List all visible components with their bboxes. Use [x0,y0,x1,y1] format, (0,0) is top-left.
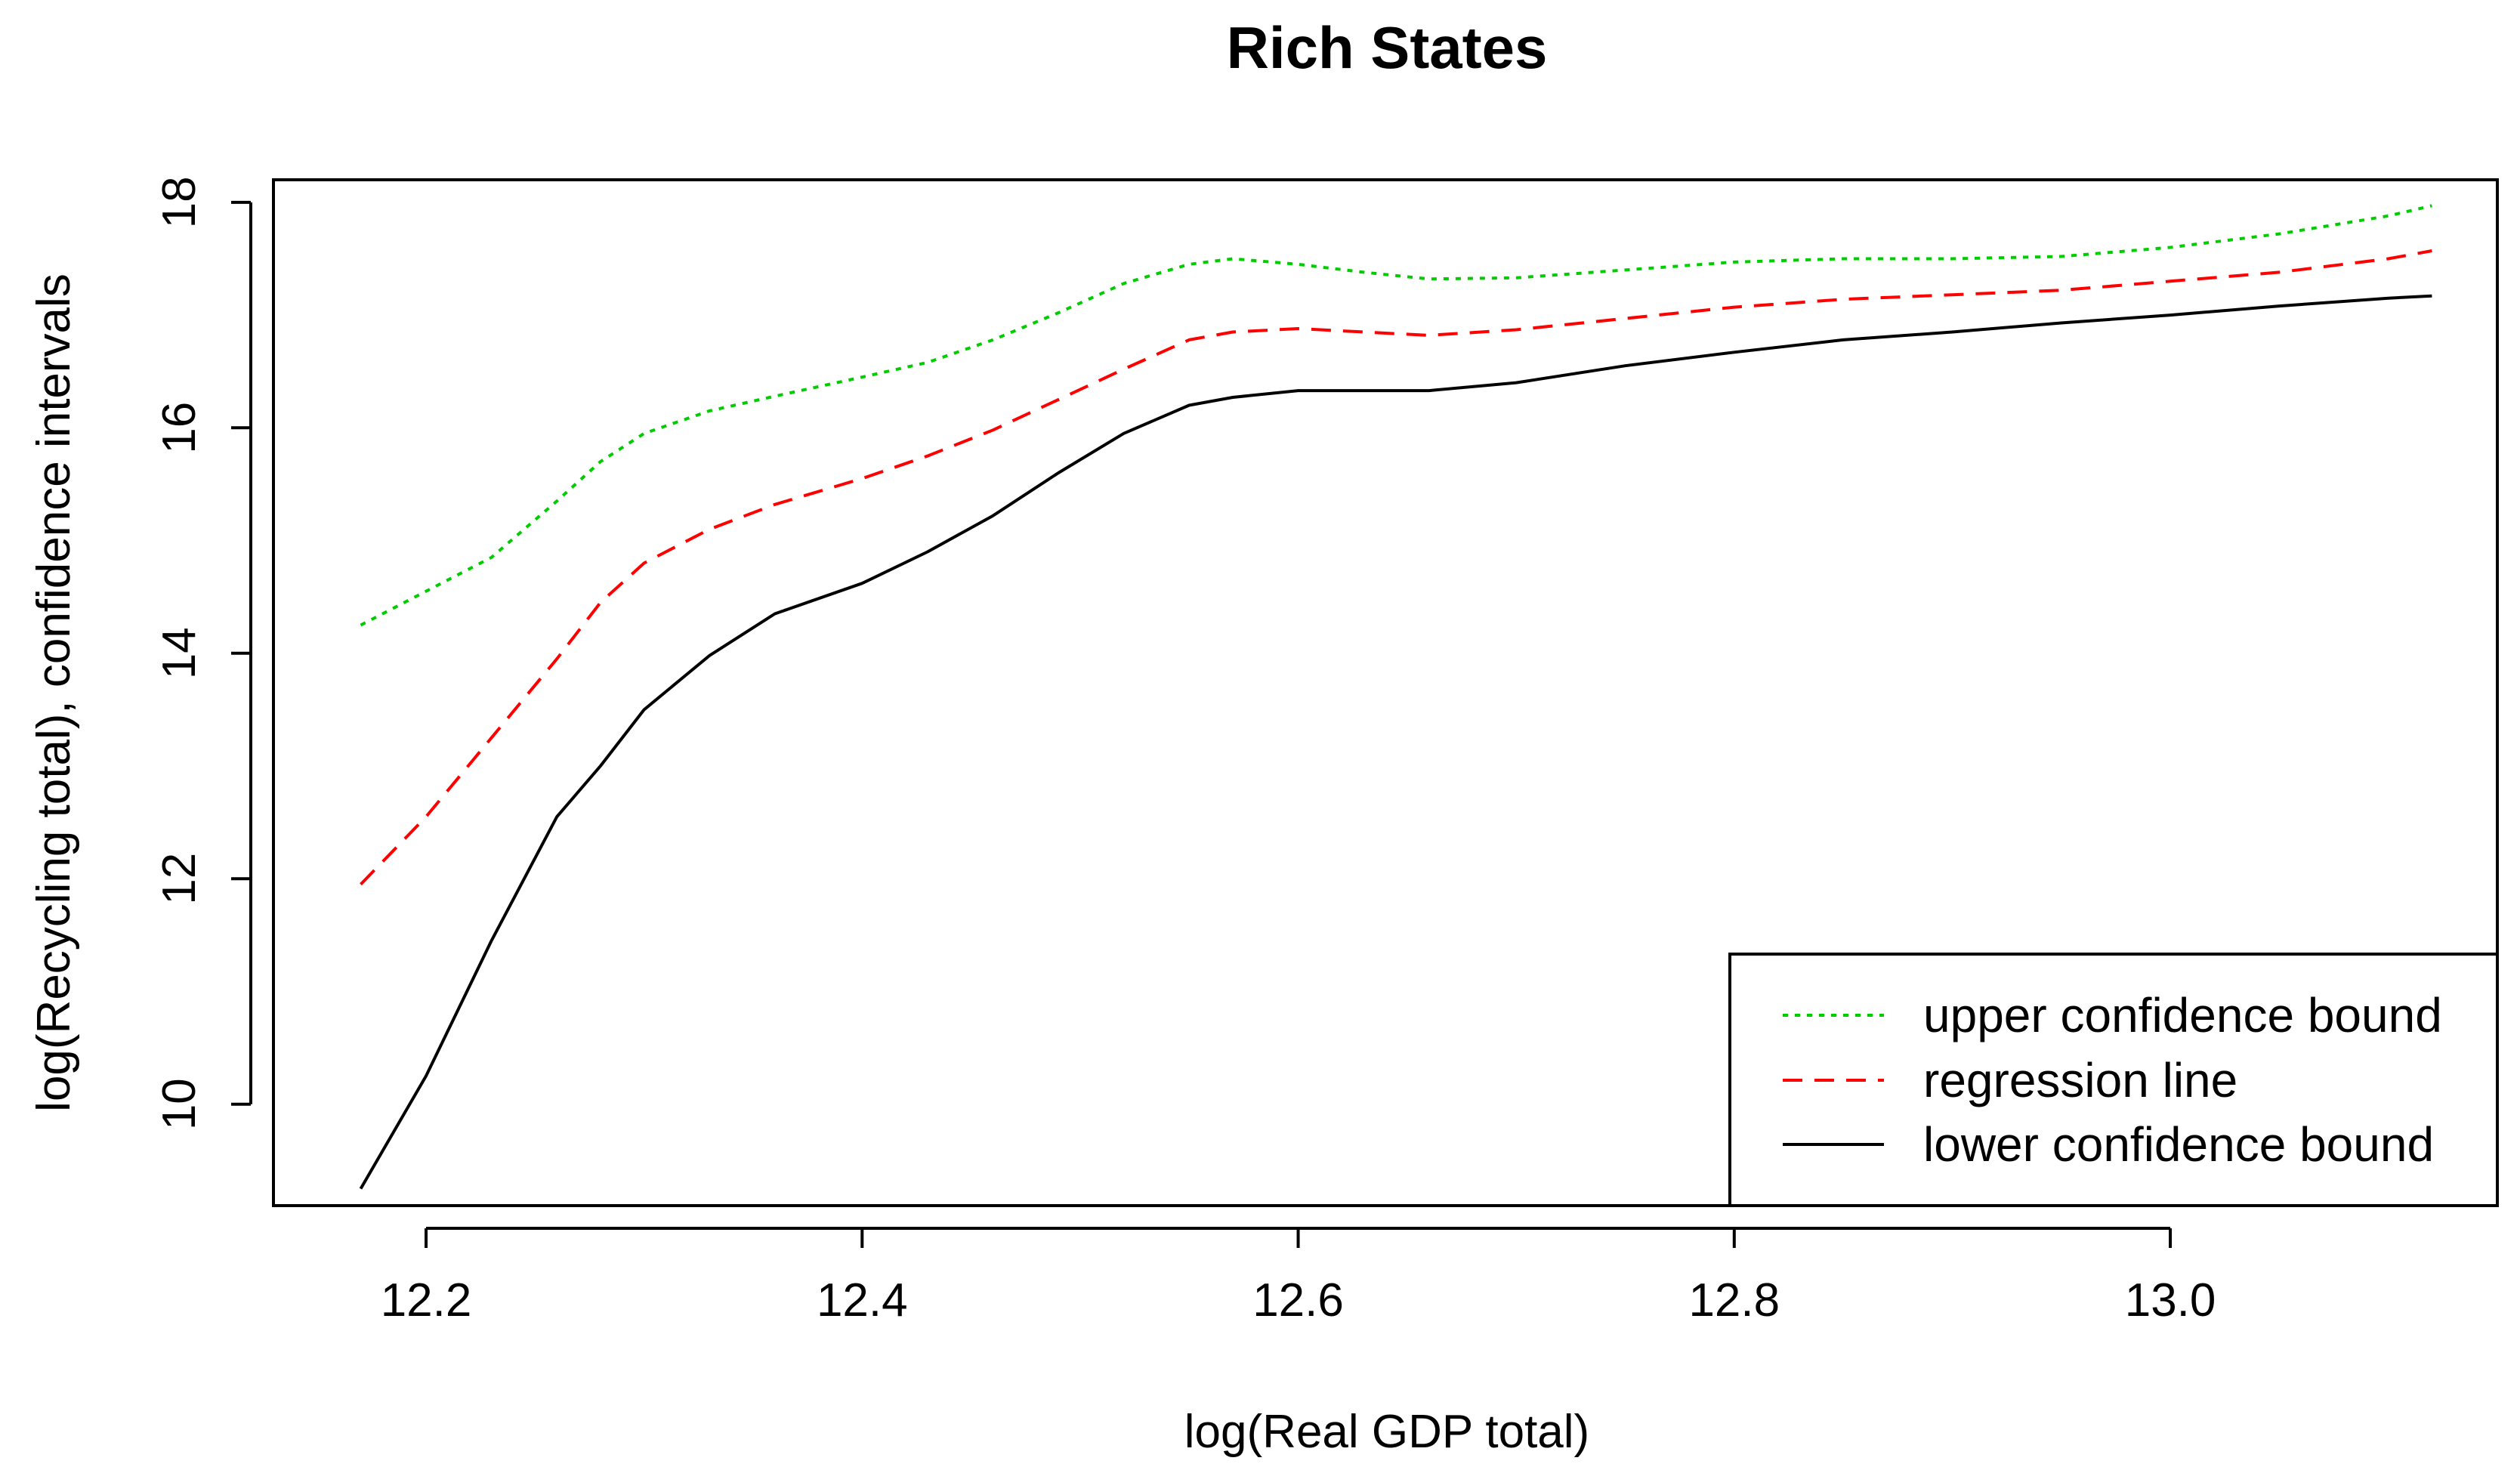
y-tick-label: 16 [153,402,205,454]
x-tick-label: 12.4 [817,1274,908,1326]
y-tick-label: 10 [153,1078,205,1130]
y-tick-label: 14 [153,627,205,679]
x-axis-label: log(Real GDP total) [1184,1406,1589,1458]
chart-title: Rich States [1227,14,1548,81]
y-tick-label: 18 [153,176,205,228]
x-tick-label: 12.2 [381,1274,472,1326]
x-tick-label: 12.6 [1252,1274,1344,1326]
legend-label: upper confidence bound [1923,988,2442,1042]
x-axis: 12.2 12.4 12.6 12.8 13.0 [381,1227,2216,1326]
legend: upper confidence bound regression line low… [1728,953,2499,1207]
legend-label: regression line [1923,1053,2237,1107]
y-tick-label: 12 [153,853,205,905]
series-line-lower-confidence-bound [359,294,2432,1190]
y-axis-label: log(Recycling total), confidence interva… [28,273,80,1112]
legend-label: lower confidence bound [1923,1117,2434,1172]
series-line-upper-confidence-bound [360,204,2432,627]
plot-area-frame [272,178,2499,1207]
x-tick-label: 13.0 [2125,1274,2216,1326]
y-axis: 10 12 14 16 18 [153,176,252,1130]
x-tick-label: 12.8 [1688,1274,1780,1326]
series-layer [359,204,2432,1190]
series-line-regression-line [360,249,2432,886]
